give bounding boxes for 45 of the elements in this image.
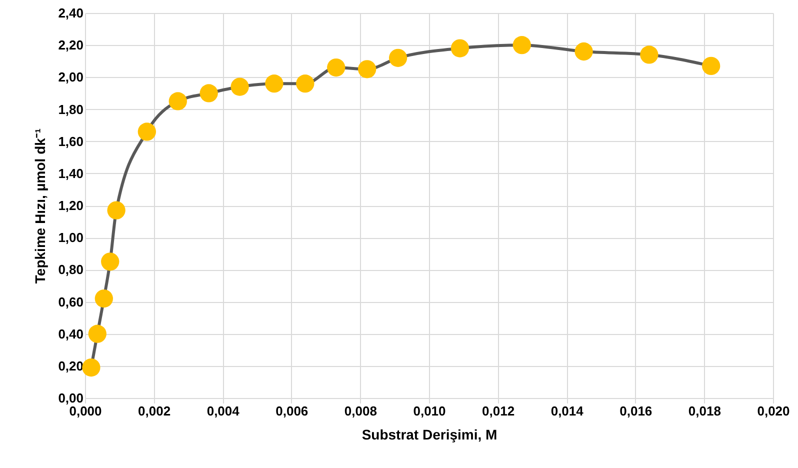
x-tick-label: 0,008 [344, 404, 377, 418]
point [450, 39, 470, 58]
x-tick-label: 0,020 [757, 404, 790, 418]
point [168, 92, 187, 110]
y-tick-label: 1,40 [58, 166, 84, 181]
y-tick-label: 1,80 [58, 102, 84, 117]
point [107, 201, 126, 220]
x-tick-label: 0,002 [138, 404, 171, 418]
point [640, 46, 658, 64]
x-axis-title: Substrat Derişimi, M [362, 426, 498, 442]
point [94, 289, 114, 308]
point [512, 36, 531, 54]
y-tick-label: 2,20 [58, 38, 84, 53]
point [101, 252, 120, 271]
y-tick-label: 0,40 [58, 326, 84, 342]
point [138, 122, 156, 141]
y-tick-label: 0,80 [58, 262, 84, 278]
x-tick-label: 0,012 [482, 404, 515, 418]
y-tick-label: 1,00 [58, 230, 84, 246]
y-tick-label: 1,60 [58, 134, 84, 149]
y-tick-label: 0,60 [58, 294, 84, 310]
x-tick-label: 0,018 [688, 404, 721, 418]
point [296, 74, 314, 93]
point [200, 84, 218, 102]
y-axis-title: Tepkime Hızı, µmol dk⁻¹ [32, 128, 48, 284]
point [265, 74, 284, 93]
point [327, 58, 346, 77]
point [574, 42, 593, 61]
point [88, 324, 106, 343]
x-tick-label: 0,010 [413, 404, 446, 418]
point [358, 60, 376, 78]
y-tick-label: 0,00 [58, 390, 84, 406]
y-tick-label: 0,20 [58, 358, 84, 374]
y-tick-label: 2,40 [58, 6, 84, 20]
x-tick-label: 0,016 [620, 404, 652, 418]
point [388, 48, 408, 67]
x-tick-label: 0,004 [206, 404, 240, 418]
x-tick-label: 0,006 [276, 404, 308, 418]
x-tick-label: 0,000 [69, 404, 102, 418]
point [230, 78, 249, 96]
y-tick-label: 1,20 [58, 198, 84, 213]
y-tick-label: 2,00 [58, 70, 84, 85]
x-tick-label: 0,014 [550, 404, 584, 418]
point [82, 358, 100, 377]
point [702, 56, 720, 76]
